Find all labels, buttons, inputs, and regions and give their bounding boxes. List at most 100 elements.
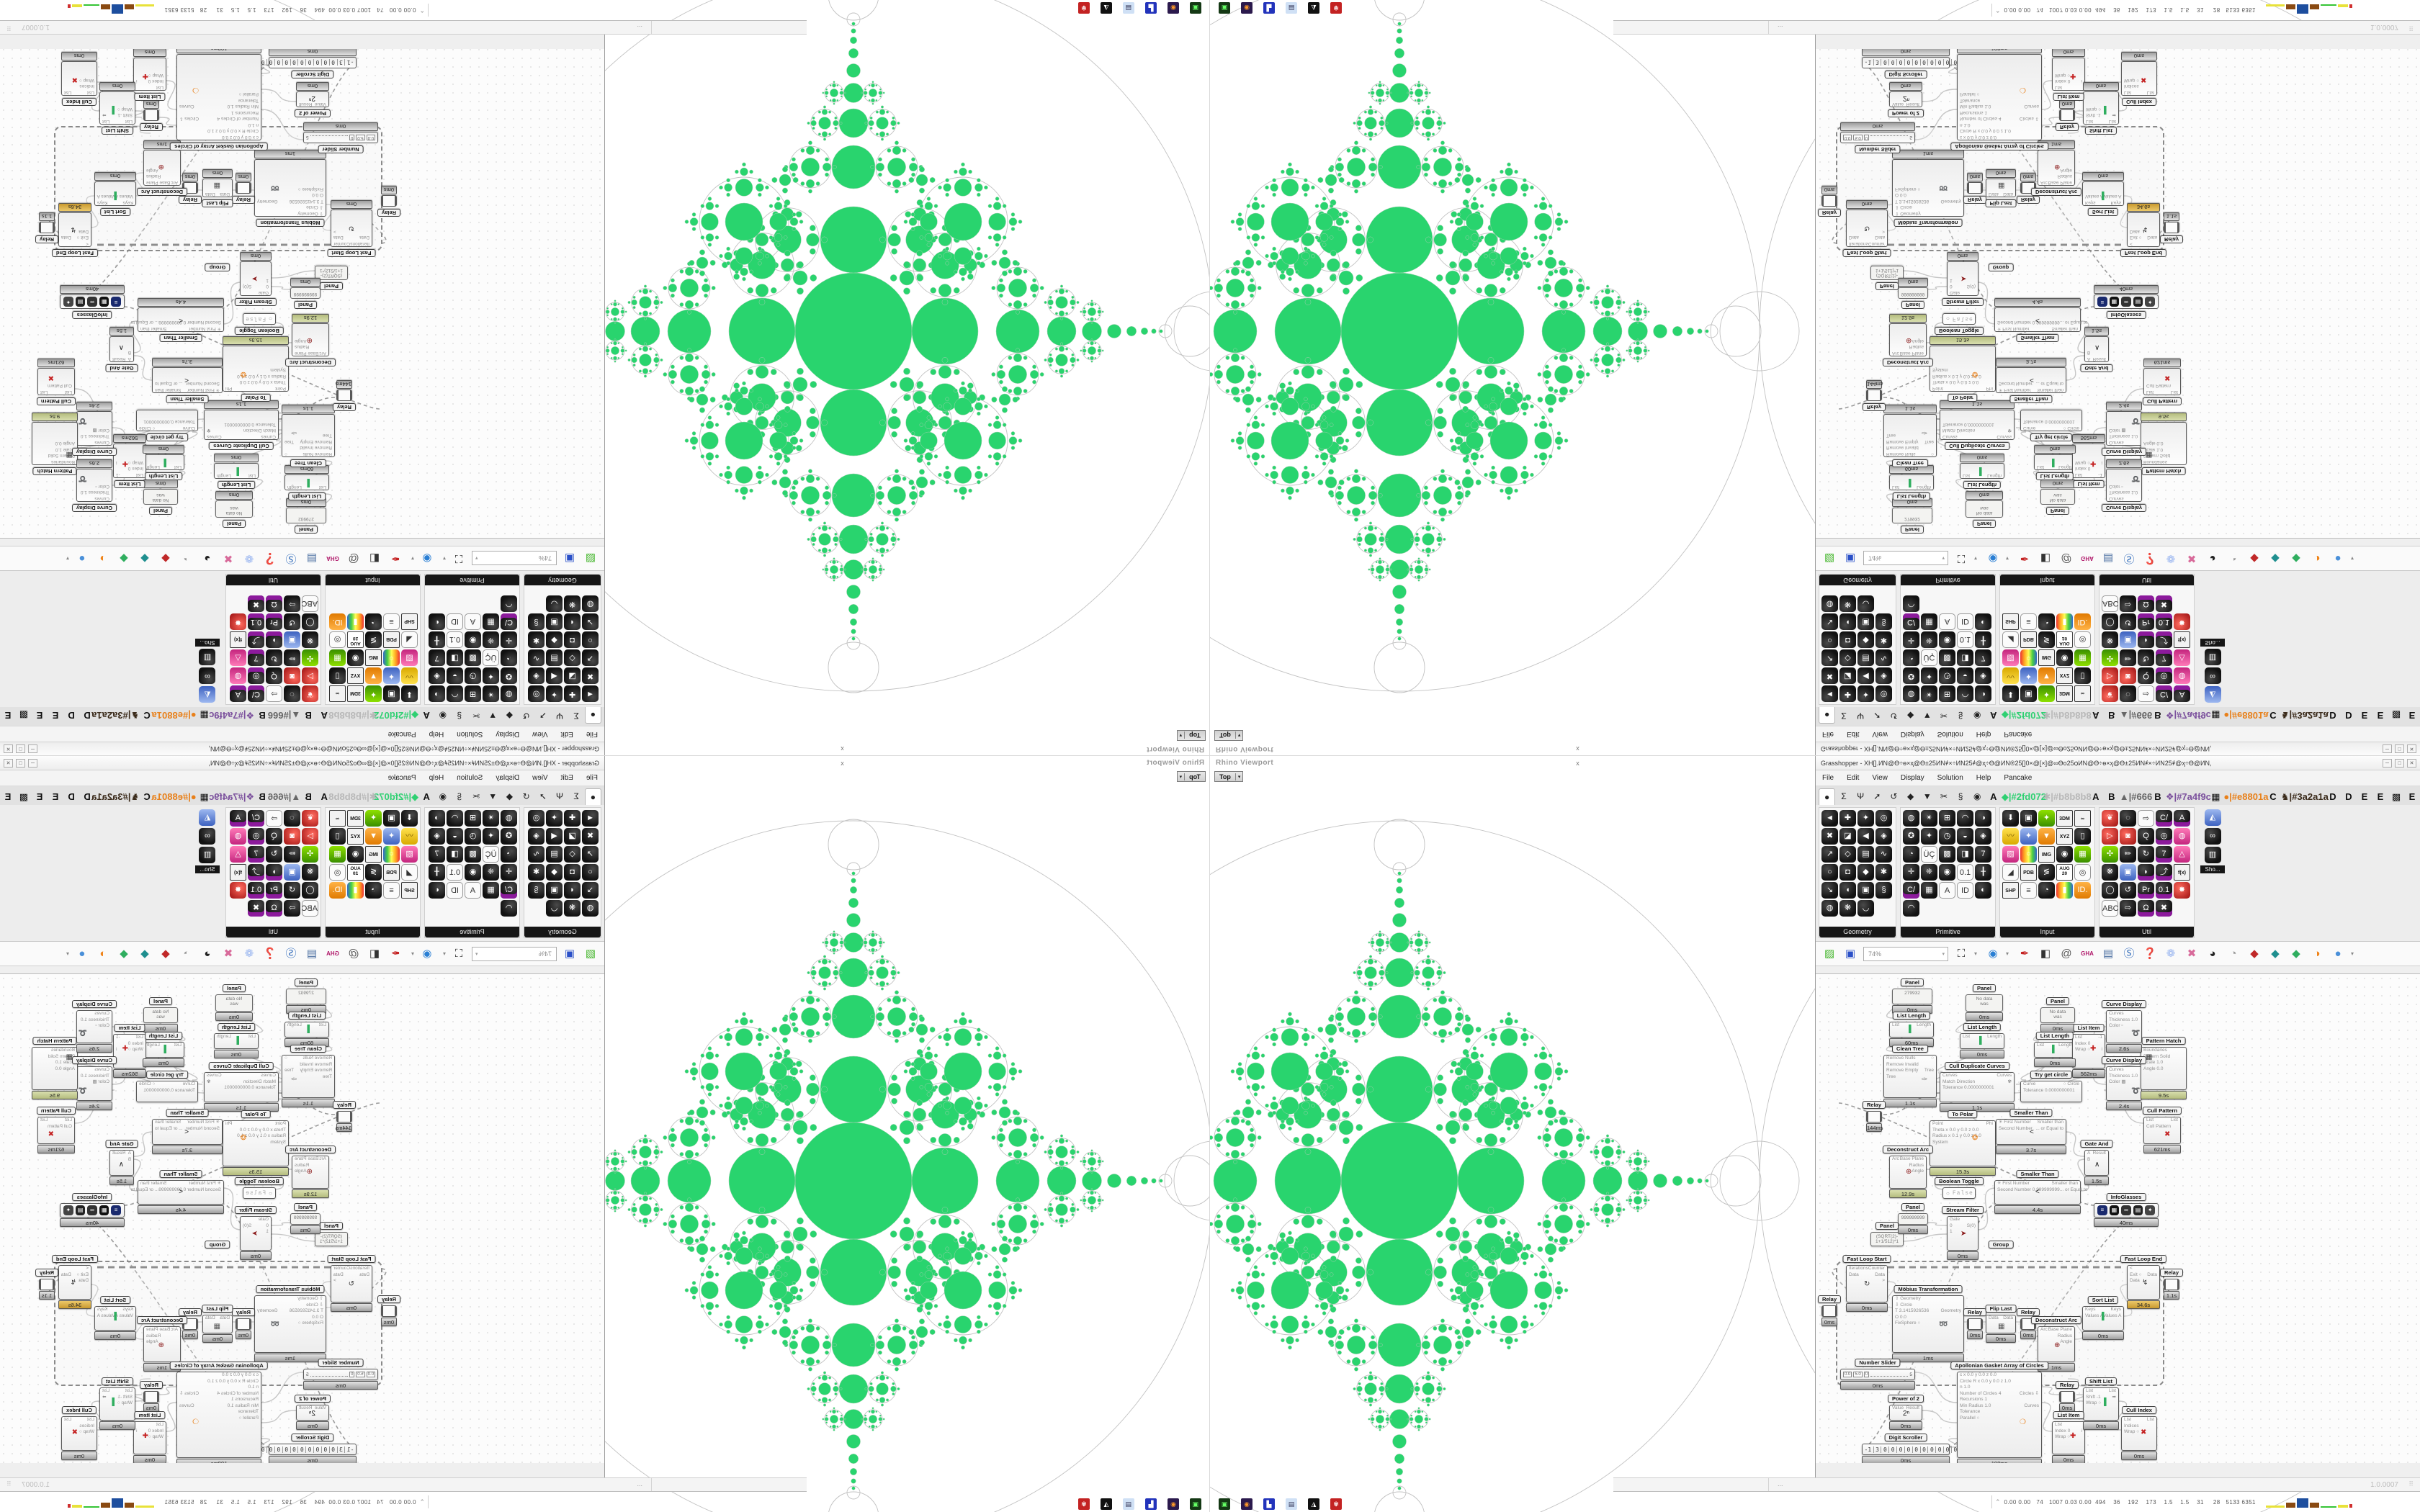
plugin-tab[interactable]: ❖|#7a4f9c bbox=[2166, 788, 2208, 805]
palette-icon[interactable]: ▮ bbox=[347, 613, 364, 630]
palette-icon[interactable]: ▥ bbox=[200, 649, 216, 665]
palette-icon[interactable]: ∞ bbox=[2074, 685, 2091, 702]
palette-icon[interactable]: ▣ bbox=[546, 882, 563, 899]
gem-red-icon[interactable]: ◆ bbox=[2246, 946, 2262, 962]
gem-teal-icon[interactable]: ◆ bbox=[137, 551, 153, 567]
palette-icon[interactable]: ▦ bbox=[2074, 846, 2091, 863]
palette-icon[interactable]: ◪ bbox=[564, 667, 581, 684]
palette-icon[interactable]: ◪ bbox=[1839, 667, 1856, 684]
menu-pancake[interactable]: Pancake bbox=[382, 774, 423, 782]
palette-icon[interactable]: ▣ bbox=[546, 613, 563, 630]
category-tab[interactable]: § bbox=[451, 707, 467, 724]
palette-icon[interactable]: A bbox=[465, 613, 481, 630]
gh-node[interactable]: List Length ▌ bbox=[1960, 463, 2004, 479]
gh-node[interactable]: Value Result 2ⁿ bbox=[296, 1405, 329, 1421]
palette-icon[interactable]: ◢ bbox=[2002, 631, 2019, 648]
palette-icon[interactable]: 7 bbox=[1975, 846, 1991, 863]
gh-node[interactable]: Remove Nulls ○ Remove Invalid Remove Empty T… bbox=[282, 1055, 335, 1098]
palette-icon[interactable]: ◈ bbox=[1975, 828, 1991, 845]
palette-icon[interactable]: ✴ bbox=[1921, 810, 1937, 827]
palette-icon[interactable]: ≶ bbox=[2038, 631, 2055, 648]
remote-panel-icon[interactable]: @ bbox=[346, 551, 362, 567]
plugin-tab[interactable]: D bbox=[63, 707, 79, 724]
digit-cell[interactable]: 0 bbox=[1905, 60, 1913, 66]
palette-icon[interactable]: ✦ bbox=[1857, 685, 1874, 702]
digit-cell[interactable]: -1 bbox=[344, 60, 356, 66]
palette-icon[interactable]: ▷ bbox=[2102, 667, 2118, 684]
gh-node[interactable]: List Index 0 i Wrap ○ ✚ bbox=[133, 1421, 166, 1454]
gh-node[interactable]: List Length ▌ bbox=[284, 1022, 329, 1038]
palette-icon[interactable]: ▥ bbox=[2205, 847, 2221, 863]
gem-green-icon[interactable]: ◆ bbox=[116, 551, 132, 567]
palette-icon[interactable]: 〰 bbox=[2002, 667, 2019, 684]
gem-teal-icon[interactable]: ◆ bbox=[2267, 551, 2283, 567]
palette-icon[interactable]: § bbox=[528, 882, 544, 899]
palette-icon[interactable]: ÜÇ bbox=[483, 846, 499, 863]
palette-icon[interactable]: ❈ bbox=[1921, 864, 1937, 881]
plugin-tab[interactable]: A bbox=[2088, 707, 2104, 724]
settings-icon[interactable]: ✾ bbox=[1078, 2, 1090, 14]
palette-icon[interactable]: ◠ bbox=[1903, 595, 1919, 612]
gh-node[interactable]: No data was bbox=[2040, 489, 2075, 505]
palette-icon[interactable]: ◆ bbox=[546, 864, 563, 881]
palette-icon[interactable]: △ bbox=[2174, 846, 2190, 863]
gh-node[interactable]: ○ False bbox=[243, 313, 276, 325]
plugin-tab[interactable]: ♞|#3a2a1a bbox=[95, 707, 139, 724]
palette-icon[interactable]: 〰 bbox=[401, 828, 418, 845]
plugin-tab[interactable]: B bbox=[2104, 788, 2120, 805]
gh-node[interactable]: ✳ First Number Smaller than Second Number … bbox=[138, 1180, 224, 1205]
gh-node[interactable]: c x 0.0 y 0.0 z 0.0 Circle R x 0.0 y 0.0 … bbox=[1957, 54, 2042, 140]
gh-node[interactable]: Data Data ▦ bbox=[1986, 1315, 2016, 1333]
gh-node[interactable]: Iterations Counter Data Data > ↻ bbox=[1846, 1265, 1888, 1302]
menu-solution[interactable]: Solution bbox=[1931, 774, 1970, 782]
category-tab[interactable]: ▼ bbox=[1919, 707, 1935, 724]
palette-icon[interactable]: ⇨ bbox=[266, 810, 282, 827]
palette-icon[interactable]: ✱ bbox=[528, 864, 544, 881]
palette-icon[interactable]: ≡ bbox=[383, 882, 400, 899]
find-icon[interactable]: Ⓢ bbox=[283, 946, 299, 962]
palette-icon[interactable]: ≶ bbox=[2038, 864, 2055, 881]
palette-icon[interactable]: ✦ bbox=[546, 685, 563, 702]
menu-file[interactable]: File bbox=[1816, 730, 1840, 738]
palette-icon[interactable]: ◍ bbox=[1821, 595, 1838, 612]
gh-node[interactable]: 279932 bbox=[286, 508, 326, 523]
palette-icon[interactable]: ⤴ bbox=[2156, 631, 2172, 648]
palette-icon[interactable]: 3DM bbox=[347, 685, 364, 702]
cluster-dark-icon[interactable]: ◕ bbox=[2205, 551, 2220, 567]
gem-green-icon[interactable]: ◆ bbox=[2288, 551, 2304, 567]
palette-icon[interactable]: 0.1 bbox=[447, 631, 463, 648]
capture-tool-icon[interactable]: ▣ bbox=[1190, 1498, 1201, 1510]
plugin-tab[interactable]: A bbox=[316, 788, 332, 805]
digit-cell[interactable]: 0 bbox=[321, 1446, 329, 1453]
palette-icon[interactable]: ◑ bbox=[1975, 685, 1991, 702]
gem-red-icon[interactable]: ◆ bbox=[158, 551, 174, 567]
digit-cell[interactable]: 3 bbox=[1874, 1446, 1882, 1453]
cluster-light-icon[interactable]: ◔ bbox=[2226, 551, 2241, 567]
palette-icon[interactable]: ◇ bbox=[1839, 649, 1856, 666]
digit-cell[interactable]: 0 bbox=[1921, 1446, 1929, 1453]
palette-icon[interactable]: ○ bbox=[2020, 846, 2037, 863]
slider-value[interactable]: 0 bbox=[1864, 1372, 1869, 1377]
gh-node[interactable]: ○ False bbox=[1942, 1187, 1976, 1199]
palette-icon[interactable]: ◄ bbox=[1821, 685, 1838, 702]
caret-icon[interactable]: ▾ bbox=[1974, 950, 1980, 957]
caret-icon[interactable]: ▾ bbox=[408, 555, 414, 562]
palette-icon[interactable]: 〰 bbox=[401, 667, 418, 684]
calc-icon[interactable]: ▤ bbox=[1286, 1498, 1297, 1510]
palette-icon[interactable]: ▦ bbox=[483, 613, 499, 630]
palette-icon[interactable]: ◔ bbox=[2038, 882, 2055, 899]
gh-node[interactable]: Keys Keys Values A Values A ▌ bbox=[2082, 181, 2124, 206]
palette-icon[interactable]: Pr bbox=[266, 613, 282, 630]
calc-icon[interactable]: ▤ bbox=[1123, 2, 1134, 14]
palette-icon[interactable]: Ω bbox=[266, 900, 282, 917]
gh-node[interactable]: 0.0 5.0 0 5 bbox=[1840, 132, 1915, 143]
menu-help[interactable]: Help bbox=[423, 730, 451, 738]
palette-icon[interactable]: ╂ bbox=[1975, 864, 1991, 881]
gh-node[interactable]: Remove Nulls ○ Remove Invalid Remove Empty T… bbox=[1883, 1055, 1937, 1098]
digit-cell[interactable]: 0 bbox=[1897, 1446, 1905, 1453]
gh-node[interactable]: Iterations Counter Data Data > ↻ bbox=[1846, 210, 1888, 247]
palette-icon[interactable]: ✖ bbox=[1821, 828, 1838, 845]
palette-icon[interactable]: ◷ bbox=[1939, 828, 1955, 845]
category-tab[interactable]: ✂ bbox=[1935, 788, 1952, 805]
gh-node[interactable]: 999999999 bbox=[1898, 1213, 1928, 1225]
